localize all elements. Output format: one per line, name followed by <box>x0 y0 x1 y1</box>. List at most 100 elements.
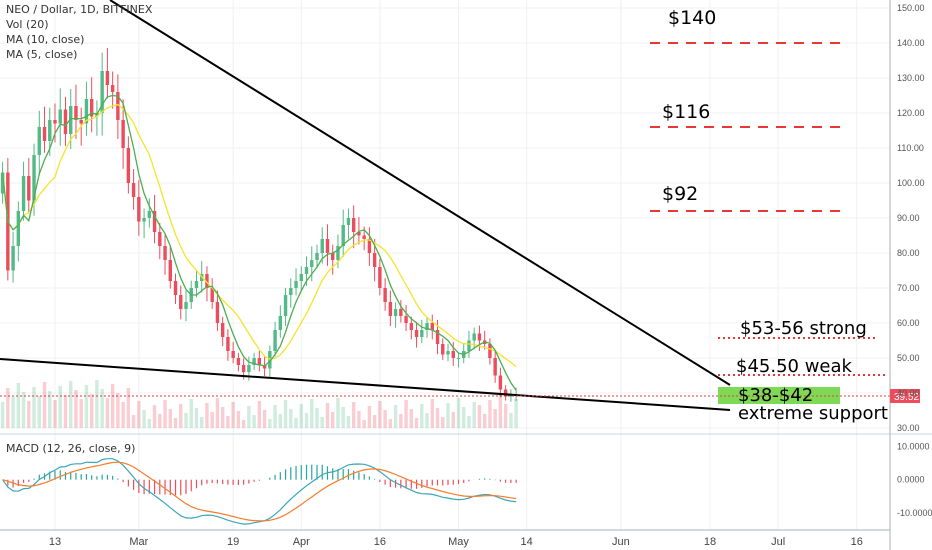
volume-bar <box>294 418 298 428</box>
candle-body <box>257 358 262 365</box>
candle-body <box>179 295 183 309</box>
volume-bar <box>446 403 450 428</box>
volume-bar <box>247 406 251 428</box>
candle-body <box>89 99 94 117</box>
volume-bars <box>0 380 518 428</box>
macd-tick-label: -10.0000 <box>897 508 932 518</box>
macd-axis-ticks: 10.0000 0.0000 -10.0000 <box>897 442 932 518</box>
price-tick-label: 80.00 <box>897 248 920 258</box>
volume-bar <box>215 398 220 428</box>
price-tick-label: 30.00 <box>897 423 920 433</box>
time-tick-label: 14 <box>520 536 532 548</box>
volume-bar <box>289 409 293 428</box>
volume-bar <box>482 414 487 428</box>
zone-box-38 <box>718 387 840 404</box>
volume-bar <box>341 407 345 428</box>
macd-line <box>2 458 517 525</box>
price-label-box <box>890 389 920 403</box>
candle-body <box>336 246 340 260</box>
volume-bar <box>435 408 440 428</box>
time-tick-label: 13 <box>49 536 61 548</box>
volume-bar <box>304 413 309 428</box>
upper-trend-line <box>109 0 731 386</box>
candle-body <box>273 330 277 351</box>
volume-bar <box>121 402 125 428</box>
volume-bar <box>32 387 36 428</box>
candle-body <box>351 218 356 232</box>
candle-body <box>241 365 246 372</box>
volume-bar <box>163 400 167 428</box>
volume-bar <box>63 395 68 428</box>
candle-body <box>205 274 209 288</box>
candle-body <box>315 253 319 260</box>
candle-body <box>27 176 31 201</box>
candle-body <box>262 365 267 369</box>
zone-label-38: $38-$42 <box>738 385 813 406</box>
volume-bar <box>325 403 330 428</box>
volume-bar <box>378 401 382 428</box>
candle-body <box>488 344 492 358</box>
candle-body <box>74 106 78 120</box>
candle-body <box>131 183 136 197</box>
volume-bar <box>179 404 183 428</box>
candle-body <box>430 323 434 330</box>
candle-body <box>414 330 419 337</box>
candle-body <box>79 120 83 124</box>
candle-body <box>226 337 230 351</box>
candle-body <box>346 218 351 225</box>
volume-bar <box>58 386 62 428</box>
time-tick-label: May <box>448 536 469 548</box>
volume-bar <box>16 383 21 428</box>
candle-body <box>425 323 429 330</box>
lower-trend-line <box>0 358 731 411</box>
signal-line <box>2 461 517 522</box>
candle-body <box>69 106 73 134</box>
time-tick-label: 16 <box>851 536 863 548</box>
volume-bar <box>27 401 31 428</box>
volume-bar <box>273 405 277 428</box>
volume-bar <box>430 399 434 428</box>
volume-bar <box>351 402 356 428</box>
volume-bar <box>310 399 314 428</box>
time-tick-label: Jun <box>612 536 630 548</box>
volume-bar <box>116 393 120 428</box>
candle-body <box>467 340 471 351</box>
volume-bar <box>205 403 209 428</box>
candle-body <box>357 232 361 236</box>
candle-body <box>84 99 89 124</box>
volume-bar <box>456 398 461 428</box>
candle-body <box>294 281 298 288</box>
volume-bar <box>357 411 361 428</box>
time-tick-label: 19 <box>227 536 239 548</box>
volume-bar <box>95 380 99 428</box>
volume-bar <box>262 410 267 428</box>
volume-bar <box>404 400 408 428</box>
price-tick-label: 140.00 <box>897 38 925 48</box>
target-label-116: $116 <box>662 101 710 123</box>
macd-tick-label: 10.0000 <box>897 442 930 452</box>
volume-bar <box>336 398 340 428</box>
candle-body <box>32 155 36 201</box>
candle-body <box>142 218 146 222</box>
volume-bar <box>372 415 377 428</box>
volume-bar <box>152 405 157 428</box>
price-tick-label: 110.00 <box>897 143 924 153</box>
volume-bar <box>420 404 424 428</box>
volume-bar <box>137 401 141 428</box>
volume-bar <box>393 405 398 428</box>
candle-body <box>58 109 62 124</box>
candle-body <box>231 351 235 358</box>
candle-body <box>121 120 125 148</box>
candle-body <box>399 309 403 316</box>
volume-bar <box>451 412 455 428</box>
candle-body <box>21 176 26 211</box>
candle-body <box>194 281 199 288</box>
volume-bar <box>257 401 262 428</box>
volume-bar <box>493 409 497 428</box>
volume-bar <box>131 415 136 428</box>
candle-body <box>158 232 162 246</box>
zone-label-45: $45.50 weak <box>736 356 853 377</box>
time-tick-label: Apr <box>293 536 310 548</box>
